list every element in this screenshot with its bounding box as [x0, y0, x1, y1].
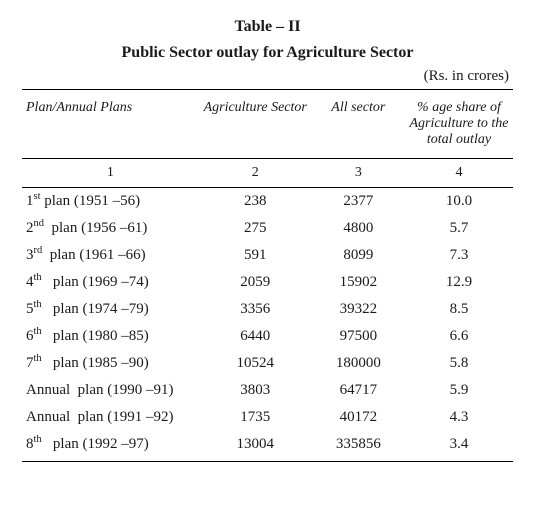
cell-plan: 4th plan (1969 –74) [22, 269, 199, 296]
cell-pct-share: 7.3 [405, 242, 513, 269]
cell-pct-share: 5.9 [405, 377, 513, 404]
cell-agriculture: 1735 [199, 404, 312, 431]
cell-all-sector: 4800 [312, 215, 405, 242]
colnum-2: 2 [199, 159, 312, 188]
cell-agriculture: 6440 [199, 323, 312, 350]
cell-all-sector: 64717 [312, 377, 405, 404]
cell-pct-share: 8.5 [405, 296, 513, 323]
cell-agriculture: 3803 [199, 377, 312, 404]
header-all-sector: All sector [312, 90, 405, 159]
table-body: 1st plan (1951 –56)238237710.02nd plan (… [22, 188, 513, 462]
cell-all-sector: 15902 [312, 269, 405, 296]
cell-agriculture: 10524 [199, 350, 312, 377]
table-row: 4th plan (1969 –74)20591590212.9 [22, 269, 513, 296]
column-number-row: 1 2 3 4 [22, 159, 513, 188]
cell-agriculture: 591 [199, 242, 312, 269]
cell-all-sector: 97500 [312, 323, 405, 350]
table-row: 8th plan (1992 –97)130043358563.4 [22, 431, 513, 462]
cell-pct-share: 4.3 [405, 404, 513, 431]
cell-plan: 1st plan (1951 –56) [22, 188, 199, 216]
cell-pct-share: 12.9 [405, 269, 513, 296]
header-plan: Plan/Annual Plans [22, 90, 199, 159]
cell-agriculture: 275 [199, 215, 312, 242]
cell-plan: 2nd plan (1956 –61) [22, 215, 199, 242]
table-row: Annual plan (1991 –92)1735401724.3 [22, 404, 513, 431]
cell-agriculture: 13004 [199, 431, 312, 462]
cell-pct-share: 3.4 [405, 431, 513, 462]
cell-agriculture: 2059 [199, 269, 312, 296]
cell-plan: Annual plan (1991 –92) [22, 404, 199, 431]
cell-all-sector: 2377 [312, 188, 405, 216]
table-row: 7th plan (1985 –90)105241800005.8 [22, 350, 513, 377]
cell-plan: 8th plan (1992 –97) [22, 431, 199, 462]
cell-plan: 5th plan (1974 –79) [22, 296, 199, 323]
table-row: 1st plan (1951 –56)238237710.0 [22, 188, 513, 216]
cell-all-sector: 39322 [312, 296, 405, 323]
colnum-4: 4 [405, 159, 513, 188]
cell-plan: 7th plan (1985 –90) [22, 350, 199, 377]
table-row: 2nd plan (1956 –61)27548005.7 [22, 215, 513, 242]
table-row: 3rd plan (1961 –66)59180997.3 [22, 242, 513, 269]
cell-plan: 6th plan (1980 –85) [22, 323, 199, 350]
cell-all-sector: 8099 [312, 242, 405, 269]
cell-pct-share: 5.8 [405, 350, 513, 377]
table-row: Annual plan (1990 –91)3803647175.9 [22, 377, 513, 404]
outlay-table: Plan/Annual Plans Agriculture Sector All… [22, 89, 513, 462]
cell-agriculture: 238 [199, 188, 312, 216]
cell-pct-share: 5.7 [405, 215, 513, 242]
header-pct-share: % age share of Agriculture to the total … [405, 90, 513, 159]
table-row: 5th plan (1974 –79)3356393228.5 [22, 296, 513, 323]
table-number: Table – II [22, 18, 513, 36]
table-title: Public Sector outlay for Agriculture Sec… [22, 44, 513, 62]
table-row: 6th plan (1980 –85)6440975006.6 [22, 323, 513, 350]
table-header-row: Plan/Annual Plans Agriculture Sector All… [22, 90, 513, 159]
cell-all-sector: 335856 [312, 431, 405, 462]
cell-all-sector: 180000 [312, 350, 405, 377]
cell-plan: 3rd plan (1961 –66) [22, 242, 199, 269]
cell-pct-share: 6.6 [405, 323, 513, 350]
cell-pct-share: 10.0 [405, 188, 513, 216]
colnum-3: 3 [312, 159, 405, 188]
cell-agriculture: 3356 [199, 296, 312, 323]
cell-plan: Annual plan (1990 –91) [22, 377, 199, 404]
units-label: (Rs. in crores) [22, 68, 513, 85]
cell-all-sector: 40172 [312, 404, 405, 431]
header-agriculture: Agriculture Sector [199, 90, 312, 159]
colnum-1: 1 [22, 159, 199, 188]
